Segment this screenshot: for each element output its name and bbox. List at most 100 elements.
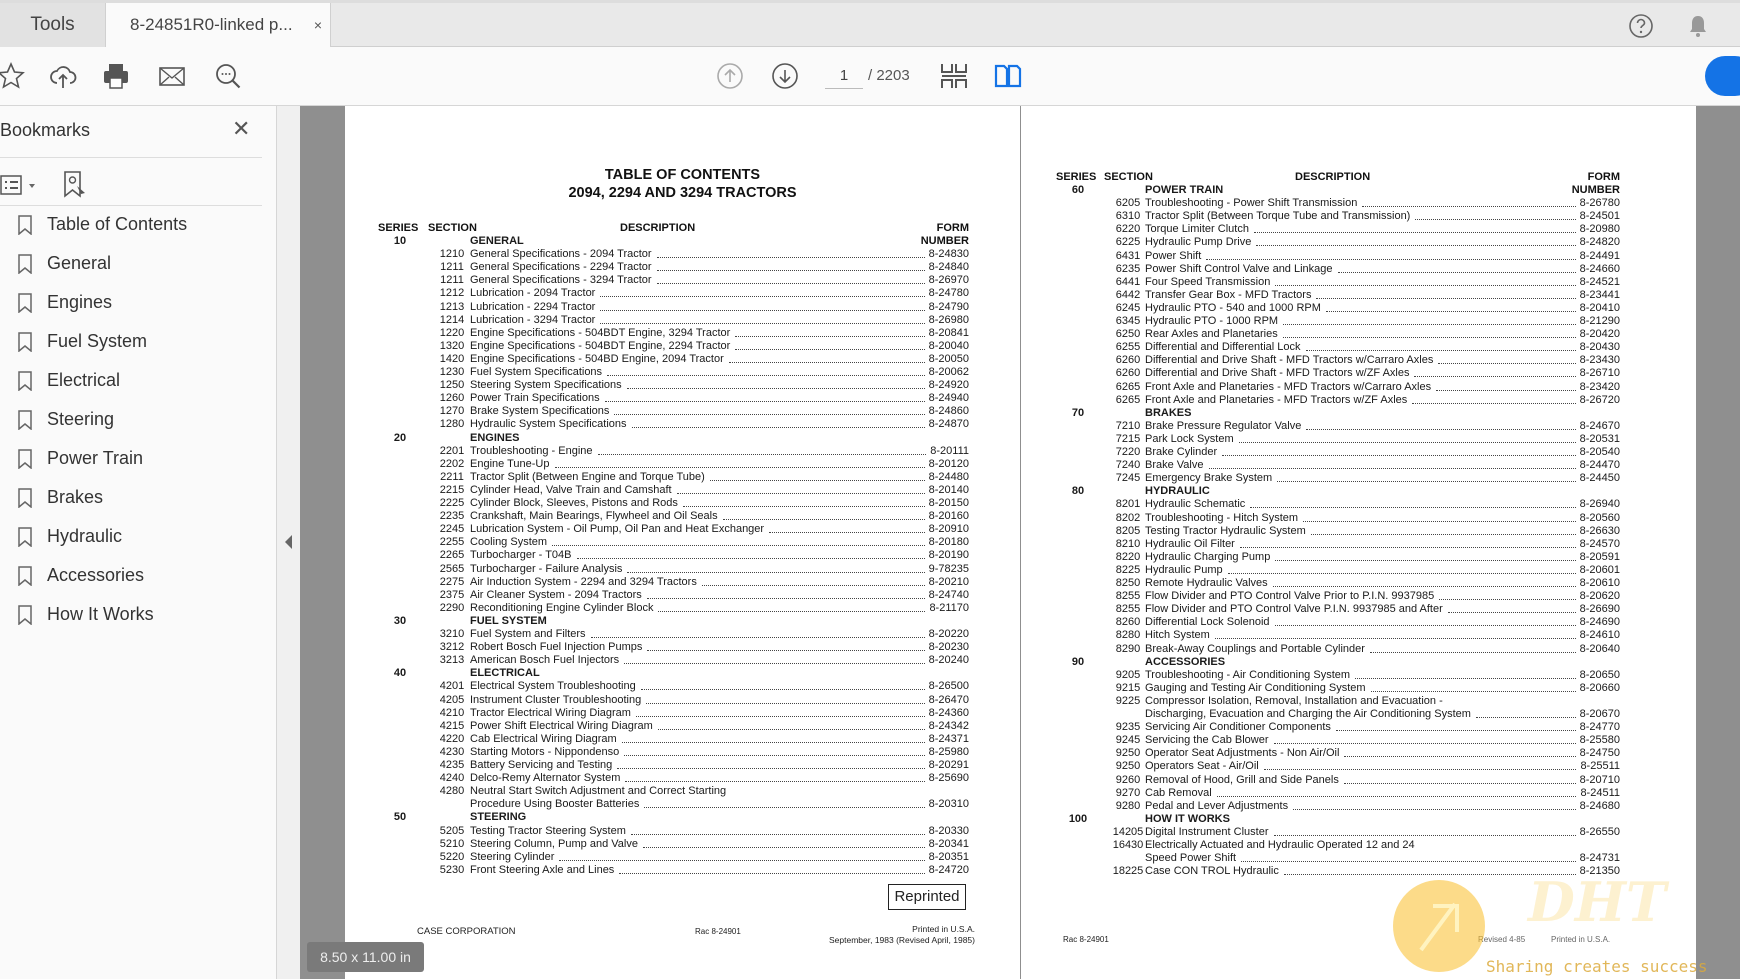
toc-entry[interactable]: 6235 Power Shift Control Valve and Linkag… — [1021, 263, 1696, 276]
toc-entry[interactable]: 2201 Troubleshooting - Engine 8-20111 — [345, 445, 1020, 458]
toc-entry[interactable]: 2225 Cylinder Block, Sleeves, Pistons and… — [345, 497, 1020, 510]
toc-entry[interactable]: 2375 Air Cleaner System - 2094 Tractors 8-… — [345, 589, 1020, 602]
toc-entry[interactable]: 2215 Cylinder Head, Valve Train and Camsh… — [345, 484, 1020, 497]
toc-entry[interactable]: 9245 Servicing the Cab Blower 8-25580 — [1021, 734, 1696, 747]
toc-entry[interactable]: 5220 Steering Cylinder 8-20351 — [345, 851, 1020, 864]
toc-entry[interactable]: 16430 Electrically Actuated and Hydraulic… — [1021, 839, 1696, 852]
toc-entry[interactable]: 9225 Compressor Isolation, Removal, Insta… — [1021, 695, 1696, 708]
toc-entry[interactable]: 6431 Power Shift 8-24491 — [1021, 250, 1696, 263]
toc-entry[interactable]: 1230 Fuel System Specifications 8-20062 — [345, 366, 1020, 379]
toc-entry[interactable]: 4210 Tractor Electrical Wiring Diagram 8-2… — [345, 707, 1020, 720]
toc-entry[interactable]: 5210 Steering Column, Pump and Valve 8-203… — [345, 838, 1020, 851]
bookmark-item[interactable]: Hydraulic — [18, 519, 268, 553]
toc-entry[interactable]: 3213 American Bosch Fuel Injectors 8-20240 — [345, 654, 1020, 667]
toc-entry[interactable]: 2202 Engine Tune-Up 8-20120 — [345, 458, 1020, 471]
toc-entry[interactable]: 2211 Tractor Split (Between Engine and To… — [345, 471, 1020, 484]
search-zoom-icon[interactable] — [213, 61, 243, 91]
toc-entry[interactable]: 4220 Cab Electrical Wiring Diagram 8-24371 — [345, 733, 1020, 746]
bookmark-item[interactable]: Engines — [18, 285, 268, 319]
toc-entry[interactable]: 8290 Break-Away Couplings and Portable Cy… — [1021, 643, 1696, 656]
toc-entry[interactable]: 8210 Hydraulic Oil Filter 8-24570 — [1021, 538, 1696, 551]
toc-entry[interactable]: 8255 Flow Divider and PTO Control Valve P… — [1021, 590, 1696, 603]
toc-entry[interactable]: 7240 Brake Valve 8-24470 — [1021, 459, 1696, 472]
toc-entry[interactable]: 4230 Starting Motors - Nippondenso 8-25980 — [345, 746, 1020, 759]
scrolling-mode-icon[interactable] — [939, 61, 969, 91]
toc-entry[interactable]: 2565 Turbocharger - Failure Analysis 9-782… — [345, 563, 1020, 576]
toc-entry[interactable]: 4240 Delco-Remy Alternator System 8-25690 — [345, 772, 1020, 785]
email-icon[interactable] — [157, 61, 187, 91]
bookmark-item[interactable]: Steering — [18, 402, 268, 436]
toc-entry[interactable]: 6265 Front Axle and Planetaries - MFD Tra… — [1021, 381, 1696, 394]
toc-entry[interactable]: 7210 Brake Pressure Regulator Valve 8-2467… — [1021, 420, 1696, 433]
toc-entry[interactable]: 9280 Pedal and Lever Adjustments 8-24680 — [1021, 800, 1696, 813]
toc-entry[interactable]: 8260 Differential Lock Solenoid 8-24690 — [1021, 616, 1696, 629]
toc-entry[interactable]: 8255 Flow Divider and PTO Control Valve P… — [1021, 603, 1696, 616]
print-icon[interactable] — [101, 61, 131, 91]
toc-entry[interactable]: 4215 Power Shift Electrical Wiring Diagra… — [345, 720, 1020, 733]
toc-entry[interactable]: 14205 Digital Instrument Cluster 8-26550 — [1021, 826, 1696, 839]
toc-entry[interactable]: 7215 Park Lock System 8-20531 — [1021, 433, 1696, 446]
toc-entry[interactable]: 6442 Transfer Gear Box - MFD Tractors 8-23… — [1021, 289, 1696, 302]
toc-entry[interactable]: 8250 Remote Hydraulic Valves 8-20610 — [1021, 577, 1696, 590]
close-panel-icon[interactable]: ✕ — [232, 116, 251, 141]
toc-entry[interactable]: 8205 Testing Tractor Hydraulic System 8-26… — [1021, 525, 1696, 538]
toc-entry[interactable]: 1214 Lubrication - 3294 Tractor 8-26980 — [345, 314, 1020, 327]
tab-tools[interactable]: Tools — [0, 3, 106, 47]
toc-entry[interactable]: 8220 Hydraulic Charging Pump 8-20591 — [1021, 551, 1696, 564]
bookmark-item[interactable]: Brakes — [18, 480, 268, 514]
tab-document[interactable]: 8-24851R0-linked p... × — [106, 3, 331, 48]
share-user-button[interactable] — [1705, 56, 1740, 96]
help-icon[interactable] — [1628, 13, 1654, 39]
toc-entry[interactable]: 2290 Reconditioning Engine Cylinder Block… — [345, 602, 1020, 615]
page-number-input[interactable] — [825, 63, 863, 89]
bookmark-item[interactable]: Electrical — [18, 363, 268, 397]
upload-cloud-icon[interactable] — [48, 61, 78, 91]
toc-entry[interactable]: 1320 Engine Specifications - 504BDT Engin… — [345, 340, 1020, 353]
toc-entry[interactable]: 4201 Electrical System Troubleshooting 8-2… — [345, 680, 1020, 693]
toc-entry[interactable]: 18225 Case CON TROL Hydraulic 8-21350 — [1021, 865, 1696, 878]
toc-entry[interactable]: 6205 Troubleshooting - Power Shift Transm… — [1021, 197, 1696, 210]
toc-entry[interactable]: 1211 General Specifications - 2294 Tracto… — [345, 261, 1020, 274]
two-page-view-icon[interactable] — [993, 61, 1023, 91]
toc-entry[interactable]: 6220 Torque Limiter Clutch 8-20980 — [1021, 223, 1696, 236]
toc-entry[interactable]: 4280 Neutral Start Switch Adjustment and … — [345, 785, 1020, 798]
bookmark-item[interactable]: How It Works — [18, 597, 268, 631]
toc-entry[interactable]: 2255 Cooling System 8-20180 — [345, 536, 1020, 549]
toc-entry[interactable]: 7245 Emergency Brake System 8-24450 — [1021, 472, 1696, 485]
toc-entry[interactable]: 1420 Engine Specifications - 504BD Engine… — [345, 353, 1020, 366]
bookmark-item[interactable]: Fuel System — [18, 324, 268, 358]
tab-close-icon[interactable]: × — [313, 17, 322, 33]
toc-entry[interactable]: 7220 Brake Cylinder 8-20540 — [1021, 446, 1696, 459]
toc-entry[interactable]: 2275 Air Induction System - 2294 and 3294… — [345, 576, 1020, 589]
toc-entry[interactable]: 8225 Hydraulic Pump 8-20601 — [1021, 564, 1696, 577]
toc-entry[interactable]: 6260 Differential and Drive Shaft - MFD T… — [1021, 367, 1696, 380]
toc-entry[interactable]: 6345 Hydraulic PTO - 1000 RPM 8-21290 — [1021, 315, 1696, 328]
next-page-icon[interactable] — [770, 61, 800, 91]
toc-entry[interactable]: 1220 Engine Specifications - 504BDT Engin… — [345, 327, 1020, 340]
toc-entry[interactable]: 1211 General Specifications - 3294 Tracto… — [345, 274, 1020, 287]
toc-entry[interactable]: 1213 Lubrication - 2294 Tractor 8-24790 — [345, 301, 1020, 314]
toc-entry[interactable]: 1260 Power Train Specifications 8-24940 — [345, 392, 1020, 405]
toc-entry[interactable]: 8202 Troubleshooting - Hitch System 8-2056… — [1021, 512, 1696, 525]
toc-entry[interactable]: 9250 Operators Seat - Air/Oil 8-25511 — [1021, 760, 1696, 773]
bookmark-item[interactable]: Table of Contents — [18, 207, 268, 241]
toc-entry[interactable]: 3210 Fuel System and Filters 8-20220 — [345, 628, 1020, 641]
toc-entry[interactable]: 9250 Operator Seat Adjustments - Non Air/… — [1021, 747, 1696, 760]
toc-entry[interactable]: 4235 Battery Servicing and Testing 8-20291 — [345, 759, 1020, 772]
toc-entry[interactable]: 2245 Lubrication System - Oil Pump, Oil P… — [345, 523, 1020, 536]
bookmark-item[interactable]: Power Train — [18, 441, 268, 475]
collapse-panel-arrow-icon[interactable] — [285, 535, 292, 549]
toc-entry[interactable]: 6265 Front Axle and Planetaries - MFD Tra… — [1021, 394, 1696, 407]
panel-splitter[interactable] — [277, 106, 300, 979]
toc-entry[interactable]: 9215 Gauging and Testing Air Conditioning… — [1021, 682, 1696, 695]
add-bookmark-icon[interactable] — [62, 170, 88, 200]
toc-entry[interactable]: 4205 Instrument Cluster Troubleshooting 8-… — [345, 694, 1020, 707]
toc-entry[interactable]: 1280 Hydraulic System Specifications 8-248… — [345, 418, 1020, 431]
toc-entry[interactable]: 2265 Turbocharger - T04B 8-20190 — [345, 549, 1020, 562]
bookmark-item[interactable]: Accessories — [18, 558, 268, 592]
toc-entry[interactable]: 9260 Removal of Hood, Grill and Side Pane… — [1021, 774, 1696, 787]
toc-entry[interactable]: 9205 Troubleshooting - Air Conditioning S… — [1021, 669, 1696, 682]
toc-entry[interactable]: 6310 Tractor Split (Between Torque Tube a… — [1021, 210, 1696, 223]
toc-entry[interactable]: 5230 Front Steering Axle and Lines 8-24720 — [345, 864, 1020, 877]
toc-entry[interactable]: 1210 General Specifications - 2094 Tracto… — [345, 248, 1020, 261]
